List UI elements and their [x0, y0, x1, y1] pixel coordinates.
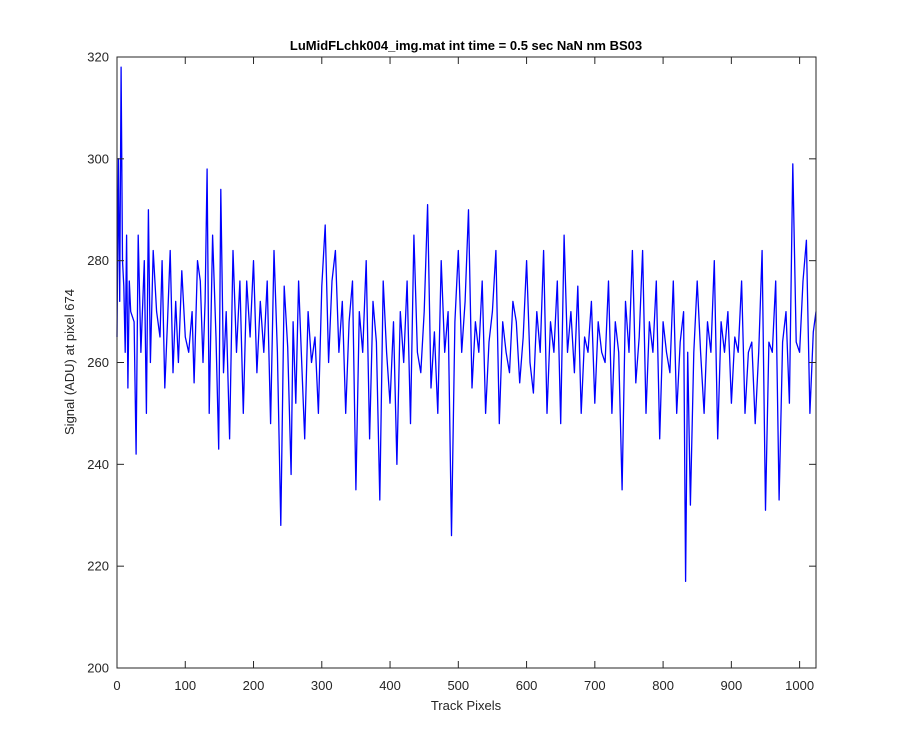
x-tick-label: 500: [447, 678, 469, 693]
x-tick-label: 800: [652, 678, 674, 693]
y-tick-label: 260: [87, 355, 109, 370]
x-axis: 0 100 200 300 400 500 600 700 800 900 1000: [113, 57, 814, 693]
x-tick-label: 0: [113, 678, 120, 693]
y-axis: 200 220 240 260 280 300 320: [87, 50, 816, 676]
y-axis-title: Signal (ADU) at pixel 674: [62, 289, 77, 435]
series-layer: [116, 66, 817, 583]
x-tick-label: 700: [584, 678, 606, 693]
series-line: [116, 66, 817, 583]
x-tick-label: 300: [311, 678, 333, 693]
x-tick-label: 400: [379, 678, 401, 693]
y-tick-label: 320: [87, 50, 109, 65]
y-tick-label: 300: [87, 151, 109, 166]
plot-area: [117, 57, 816, 668]
y-tick-label: 280: [87, 253, 109, 268]
x-tick-label: 100: [174, 678, 196, 693]
y-tick-label: 220: [87, 559, 109, 574]
x-tick-label: 200: [243, 678, 265, 693]
x-tick-label: 900: [721, 678, 743, 693]
chart-title: LuMidFLchk004_img.mat int time = 0.5 sec…: [290, 38, 642, 53]
y-tick-label: 240: [87, 457, 109, 472]
x-tick-label: 600: [516, 678, 538, 693]
x-tick-label: 1000: [785, 678, 814, 693]
y-tick-label: 200: [87, 661, 109, 676]
x-axis-title: Track Pixels: [431, 698, 502, 713]
